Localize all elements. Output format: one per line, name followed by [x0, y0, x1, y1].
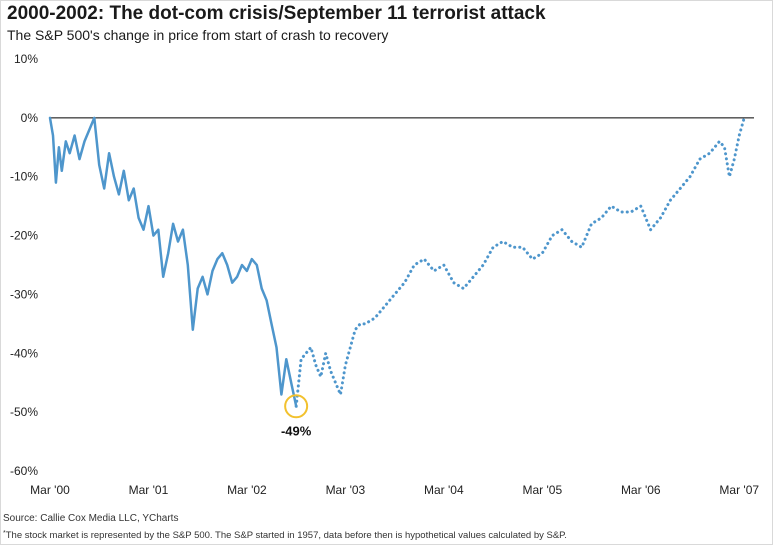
y-tick-label: 10% — [14, 52, 38, 66]
y-tick-label: -10% — [10, 170, 38, 184]
y-tick-label: -60% — [10, 464, 38, 478]
x-tick-label: Mar '05 — [522, 483, 562, 497]
y-tick-label: -20% — [10, 229, 38, 243]
y-tick-label: -50% — [10, 405, 38, 419]
x-tick-label: Mar '03 — [326, 483, 366, 497]
x-tick-label: Mar '00 — [30, 483, 70, 497]
x-tick-label: Mar '07 — [719, 483, 759, 497]
x-tick-label: Mar '06 — [621, 483, 661, 497]
x-tick-label: Mar '01 — [129, 483, 169, 497]
crash-line — [50, 118, 296, 406]
recovery-line — [296, 118, 744, 406]
y-tick-label: 0% — [21, 111, 39, 125]
y-tick-label: -30% — [10, 287, 38, 301]
footnote-text: The stock market is represented by the S… — [6, 530, 567, 541]
footnote: *The stock market is represented by the … — [3, 530, 567, 541]
y-tick-label: -40% — [10, 346, 38, 360]
trough-label: -49% — [281, 423, 312, 438]
source-note: Source: Callie Cox Media LLC, YCharts — [3, 513, 178, 524]
line-chart: 10% 0% -10% -20% -30% -40% -50% -60% Mar '00 Mar … — [0, 0, 773, 545]
x-tick-label: Mar '02 — [227, 483, 267, 497]
x-tick-label: Mar '04 — [424, 483, 464, 497]
